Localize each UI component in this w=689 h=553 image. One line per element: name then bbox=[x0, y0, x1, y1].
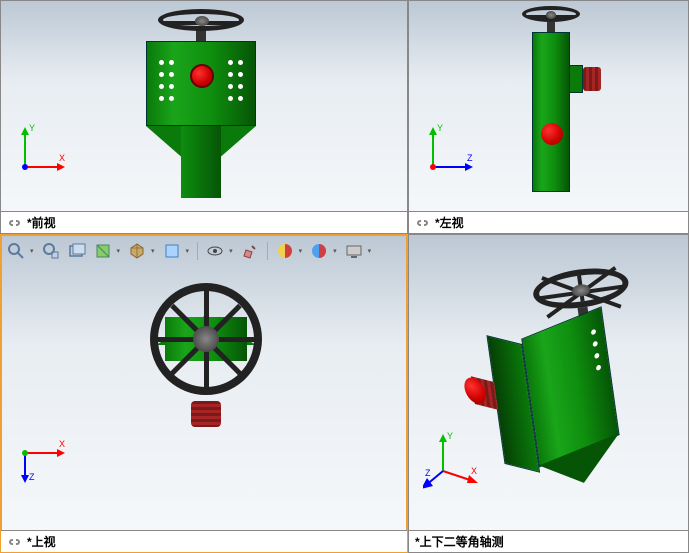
axis-triad-front: Y X bbox=[15, 117, 75, 177]
viewport-top-label-bar: *上视 bbox=[1, 530, 407, 552]
zoom-window-icon[interactable] bbox=[42, 242, 60, 260]
viewport-left[interactable]: Y Z *左视 bbox=[408, 0, 689, 234]
viewport-iso-label-bar: *上下二等角轴测 bbox=[409, 530, 688, 552]
axis-triad-top: X Z bbox=[15, 428, 75, 488]
scene-icon[interactable] bbox=[276, 242, 294, 260]
edit-icon[interactable] bbox=[241, 242, 259, 260]
zoom-prev-icon[interactable] bbox=[68, 242, 86, 260]
viewport-front[interactable]: Y X *前视 bbox=[0, 0, 408, 234]
render-icon[interactable] bbox=[345, 242, 363, 260]
viewport-front-label-bar: *前视 bbox=[1, 211, 407, 233]
svg-text:Y: Y bbox=[447, 431, 453, 441]
zoom-fit-icon[interactable] bbox=[7, 242, 25, 260]
svg-text:Z: Z bbox=[467, 153, 473, 163]
axis-triad-iso: Y X Z bbox=[423, 426, 493, 496]
handwheel-front bbox=[158, 9, 244, 31]
viewport-top-label: *上视 bbox=[27, 533, 56, 550]
svg-text:X: X bbox=[59, 439, 65, 449]
display-style-icon[interactable] bbox=[163, 242, 181, 260]
link-icon bbox=[415, 218, 429, 228]
model-left bbox=[514, 6, 634, 206]
model-front bbox=[131, 9, 271, 209]
svg-text:Z: Z bbox=[29, 472, 35, 482]
svg-text:X: X bbox=[471, 466, 477, 476]
link-icon bbox=[7, 218, 21, 228]
handwheel-top bbox=[150, 283, 262, 395]
viewport-iso-content: Y X Z bbox=[409, 235, 688, 530]
viewport-iso[interactable]: Y X Z *上下二等角轴测 bbox=[408, 234, 689, 553]
viewport-left-label: *左视 bbox=[435, 214, 464, 231]
svg-text:Z: Z bbox=[425, 468, 431, 478]
svg-text:Y: Y bbox=[437, 123, 443, 133]
link-icon bbox=[7, 537, 21, 547]
viewport-front-content: Y X bbox=[1, 1, 407, 211]
svg-text:Y: Y bbox=[29, 123, 35, 133]
handwheel-left bbox=[522, 6, 580, 22]
viewport-top-content: X Z bbox=[1, 235, 407, 530]
view-orient-icon[interactable] bbox=[128, 242, 146, 260]
viewport-left-label-bar: *左视 bbox=[409, 211, 688, 233]
viewport-front-label: *前视 bbox=[27, 214, 56, 231]
appearance-icon[interactable] bbox=[310, 242, 328, 260]
axis-triad-left: Y Z bbox=[423, 117, 483, 177]
svg-text:X: X bbox=[59, 153, 65, 163]
viewport-left-content: Y Z bbox=[409, 1, 688, 211]
view-toolbar: ▾ ▾ ▾ ▾ ▾ ▾ ▾ ▾ bbox=[7, 239, 371, 263]
section-view-icon[interactable] bbox=[94, 242, 112, 260]
hide-show-icon[interactable] bbox=[206, 242, 224, 260]
handwheel-iso bbox=[531, 263, 631, 314]
viewport-top[interactable]: ▾ ▾ ▾ ▾ ▾ ▾ ▾ ▾ bbox=[0, 234, 408, 553]
viewport-iso-label: *上下二等角轴测 bbox=[415, 533, 504, 550]
model-iso bbox=[483, 259, 685, 520]
model-top bbox=[121, 315, 291, 505]
